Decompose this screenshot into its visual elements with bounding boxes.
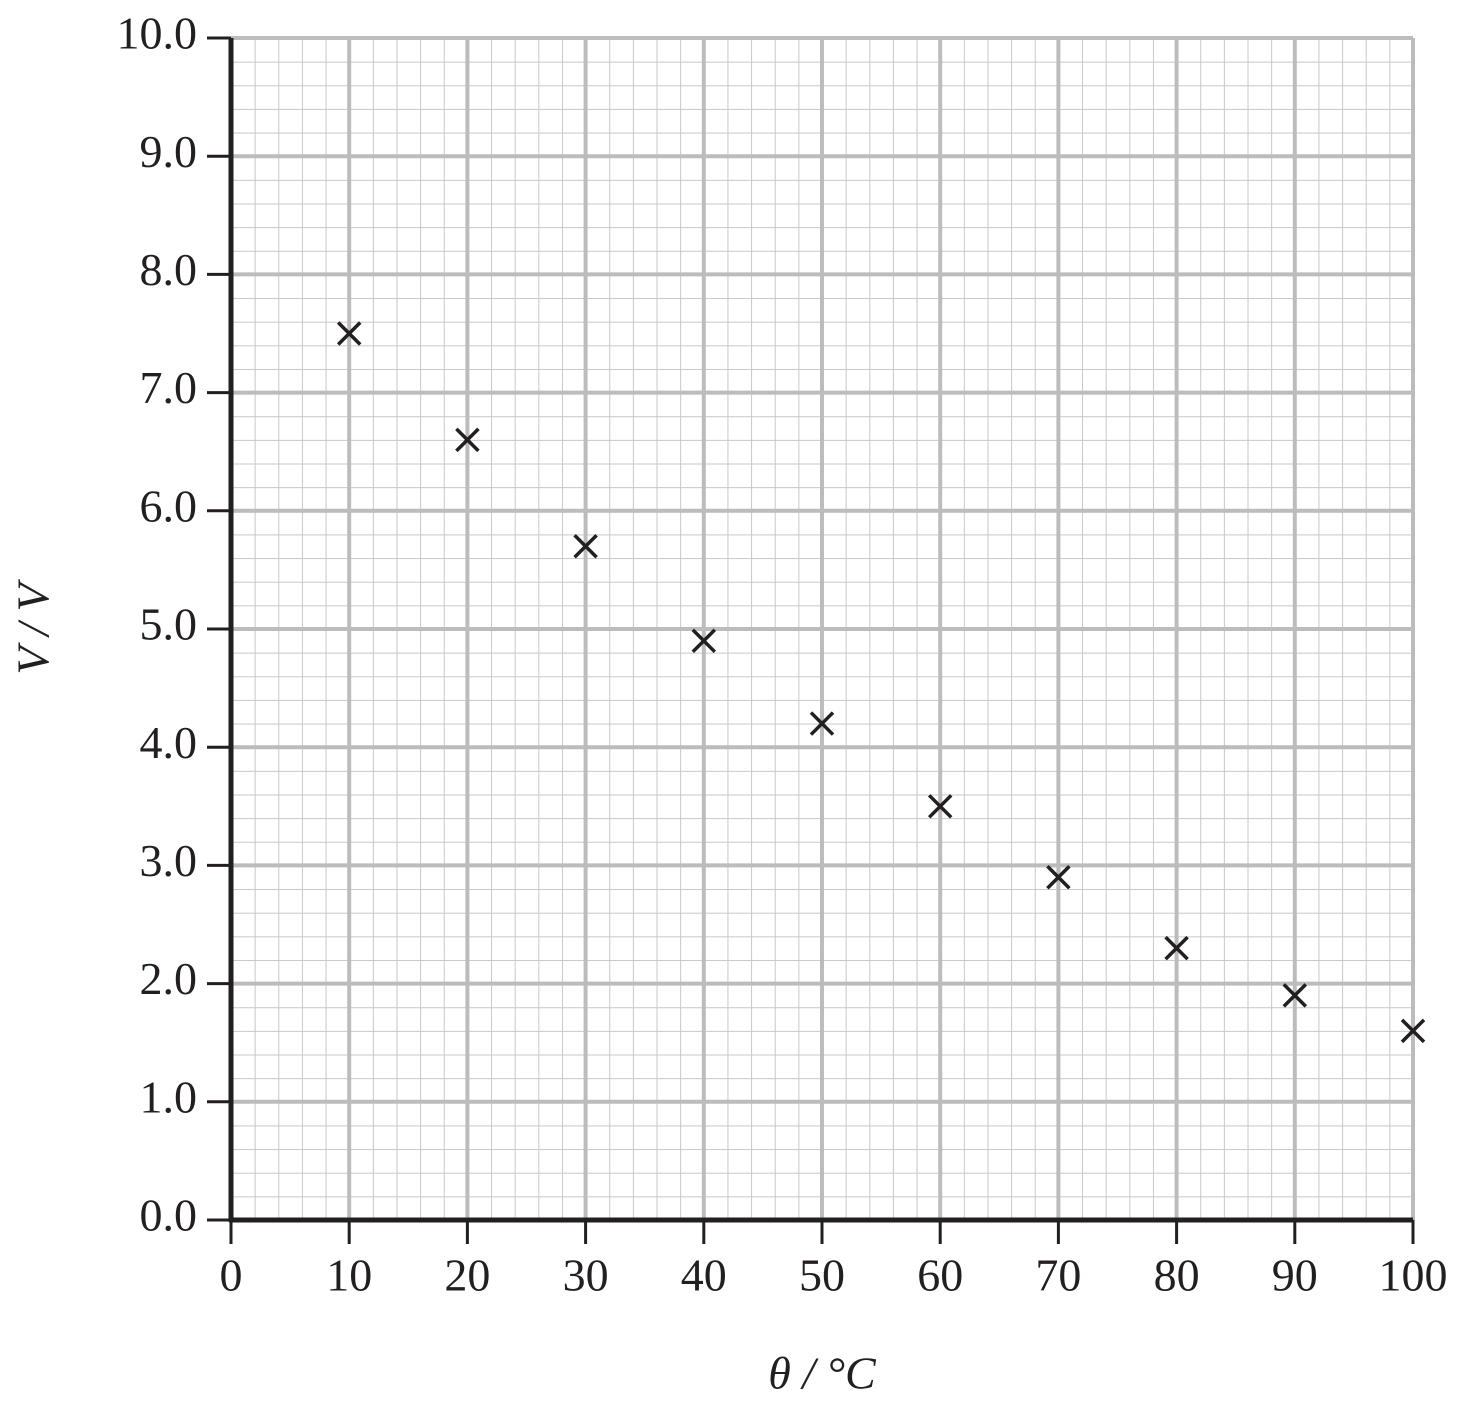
data-point	[336, 321, 362, 346]
y-tick-label: 6.0	[140, 480, 198, 531]
axes: 0.0 1.0 2.0 3.0 4.0 5.0 6.0 7.0 8.0 9.0 10.0 0 10 20 3…	[117, 8, 1448, 1301]
x-tick-label: 10	[326, 1250, 372, 1301]
y-tick-label: 5.0	[140, 599, 198, 650]
y-tick-label: 0.0	[140, 1190, 198, 1241]
y-tick-label: 1.0	[140, 1071, 198, 1122]
data-point	[1046, 864, 1071, 890]
x-tick-label: 100	[1379, 1250, 1448, 1301]
x-tick-label: 90	[1272, 1250, 1318, 1301]
data-point	[573, 534, 598, 559]
data-point	[927, 794, 953, 819]
x-tick-label: 20	[444, 1250, 490, 1301]
data-point	[1282, 983, 1308, 1008]
data-point	[455, 427, 480, 453]
x-tick-label: 30	[563, 1250, 609, 1301]
y-tick-label: 4.0	[140, 717, 198, 768]
data-point	[1400, 1018, 1426, 1044]
x-tick-label: 0	[220, 1250, 243, 1301]
y-tick-label: 8.0	[140, 244, 198, 295]
y-tick-label: 9.0	[140, 126, 198, 177]
x-tick-label: 40	[681, 1250, 727, 1301]
x-tick-label: 60	[917, 1250, 963, 1301]
y-tick-label: 10.0	[117, 8, 198, 59]
y-tick-label: 3.0	[140, 835, 198, 886]
grid	[229, 36, 1415, 1222]
y-tick-label: 2.0	[140, 953, 198, 1004]
marks	[336, 321, 1426, 1044]
data-point	[691, 628, 717, 654]
x-axis-title: θ / °C	[768, 1348, 877, 1399]
data-point	[809, 711, 835, 736]
x-tick-label: 80	[1154, 1250, 1200, 1301]
y-axis-title: V / V	[8, 579, 59, 675]
x-tick-label: 70	[1035, 1250, 1081, 1301]
x-tick-label: 50	[799, 1250, 845, 1301]
y-tick-label: 7.0	[140, 362, 198, 413]
data-point	[1164, 935, 1189, 961]
